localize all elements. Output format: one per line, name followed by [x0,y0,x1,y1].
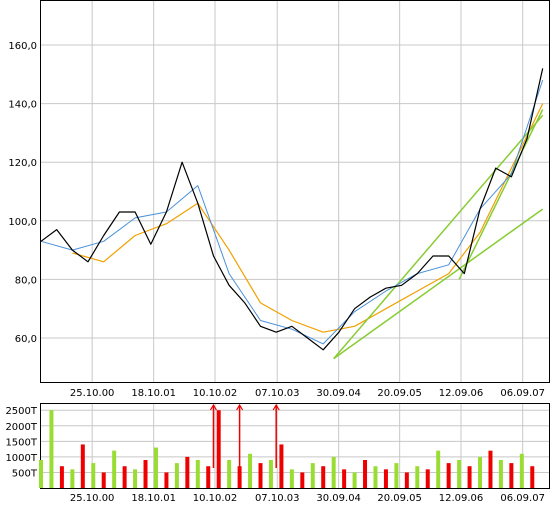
price-y-tick-label: 80,0 [15,275,37,286]
volume-bar [237,466,242,488]
volume-y-tick-label: 500T [12,468,38,479]
price-y-tick-label: 140,0 [8,100,37,111]
volume-bar [373,466,378,488]
volume-y-tick-label: 1000T [5,453,37,464]
volume-bar [436,450,441,488]
volume-bar [112,450,117,488]
volume-bar [164,472,169,488]
volume-bar [446,463,451,488]
volume-y-tick-labels: 500T 1000T 1500T 2000T 2500T [5,406,37,479]
volume-bar [415,466,420,488]
volume-x-tick-label: 10.10.02 [193,493,238,504]
volume-bar [467,466,472,488]
price-x-tick-labels: 25.10.00 18.10.01 10.10.02 07.10.03 30.09.04… [70,388,545,399]
trend-line [458,109,544,280]
price-y-tick-label: 100,0 [8,217,37,228]
volume-bar [457,460,462,488]
volume-bars-layer [39,403,535,488]
ma-slow-line [72,103,544,333]
volume-bar [352,472,357,488]
volume-bar [122,466,127,488]
volume-x-tick-label: 18.10.01 [131,493,176,504]
volume-bar [383,469,388,488]
volume-bar [206,466,211,488]
volume-bar [342,469,347,488]
ma-fast-line [40,79,544,345]
volume-bar [59,466,64,488]
volume-bar [153,447,158,488]
volume-bar [530,466,535,488]
volume-bar [519,453,524,488]
volume-bar [321,466,326,488]
volume-bar [195,460,200,488]
volume-bar [39,460,43,488]
volume-bar [80,444,85,488]
price-x-tick-label: 06.09.07 [500,388,545,399]
volume-bar [91,463,96,488]
price-x-tick-label: 10.10.02 [193,388,238,399]
volume-bar [404,472,409,488]
trend-line [333,208,544,360]
volume-x-tick-label: 20.09.05 [377,493,422,504]
volume-overflow-arrow-head [272,403,280,411]
price-x-tick-label: 12.09.06 [439,388,484,399]
volume-bar [268,460,273,488]
price-y-tick-label: 160,0 [8,41,37,52]
volume-bar [174,463,179,488]
volume-bar [258,463,263,488]
volume-bar [310,463,315,488]
volume-overflow-arrow-head [209,403,217,411]
volume-bar [498,460,503,488]
price-y-tick-label: 60,0 [15,334,37,345]
price-x-tick-label: 30.09.04 [316,388,361,399]
volume-bar [331,456,336,488]
volume-x-tick-labels: 25.10.00 18.10.01 10.10.02 07.10.03 30.09.04… [70,493,545,504]
volume-bar [279,444,284,488]
volume-bar [216,410,221,488]
volume-bar [509,463,514,488]
volume-x-tick-label: 12.09.06 [439,493,484,504]
price-x-tick-label: 18.10.01 [131,388,176,399]
volume-bar [488,450,493,488]
volume-bar [394,463,399,488]
volume-overflow-arrow-head [236,403,244,411]
price-y-tick-labels: 60,0 80,0 100,0 120,0 140,0 160,0 [8,41,37,345]
volume-bar [289,469,294,488]
price-x-tick-label: 25.10.00 [70,388,115,399]
price-plot-frame [40,0,550,383]
volume-x-tick-label: 25.10.00 [70,493,115,504]
volume-bar [49,410,54,488]
price-grid [41,1,549,382]
volume-grid [41,404,549,488]
volume-bar [227,460,232,488]
volume-bar [185,456,190,488]
volume-x-tick-label: 07.10.03 [255,493,300,504]
volume-bar [133,469,138,488]
volume-x-tick-label: 30.09.04 [316,493,361,504]
volume-bar [478,456,483,488]
volume-x-tick-label: 06.09.07 [500,493,545,504]
volume-plot-frame [40,403,550,489]
volume-bar [70,469,75,488]
volume-y-tick-label: 1500T [5,437,37,448]
volume-y-tick-label: 2000T [5,422,37,433]
price-x-tick-label: 20.09.05 [377,388,422,399]
trend-line [333,114,544,360]
volume-bar [248,453,253,488]
price-y-tick-label: 120,0 [8,158,37,169]
price-line [40,68,544,351]
volume-y-tick-label: 2500T [5,406,37,417]
volume-bar [363,460,368,488]
volume-bar [143,460,148,488]
price-x-tick-label: 07.10.03 [255,388,300,399]
price-series-layer [40,68,544,360]
volume-bar [101,472,106,488]
volume-bar [300,472,305,488]
volume-bar [425,469,430,488]
